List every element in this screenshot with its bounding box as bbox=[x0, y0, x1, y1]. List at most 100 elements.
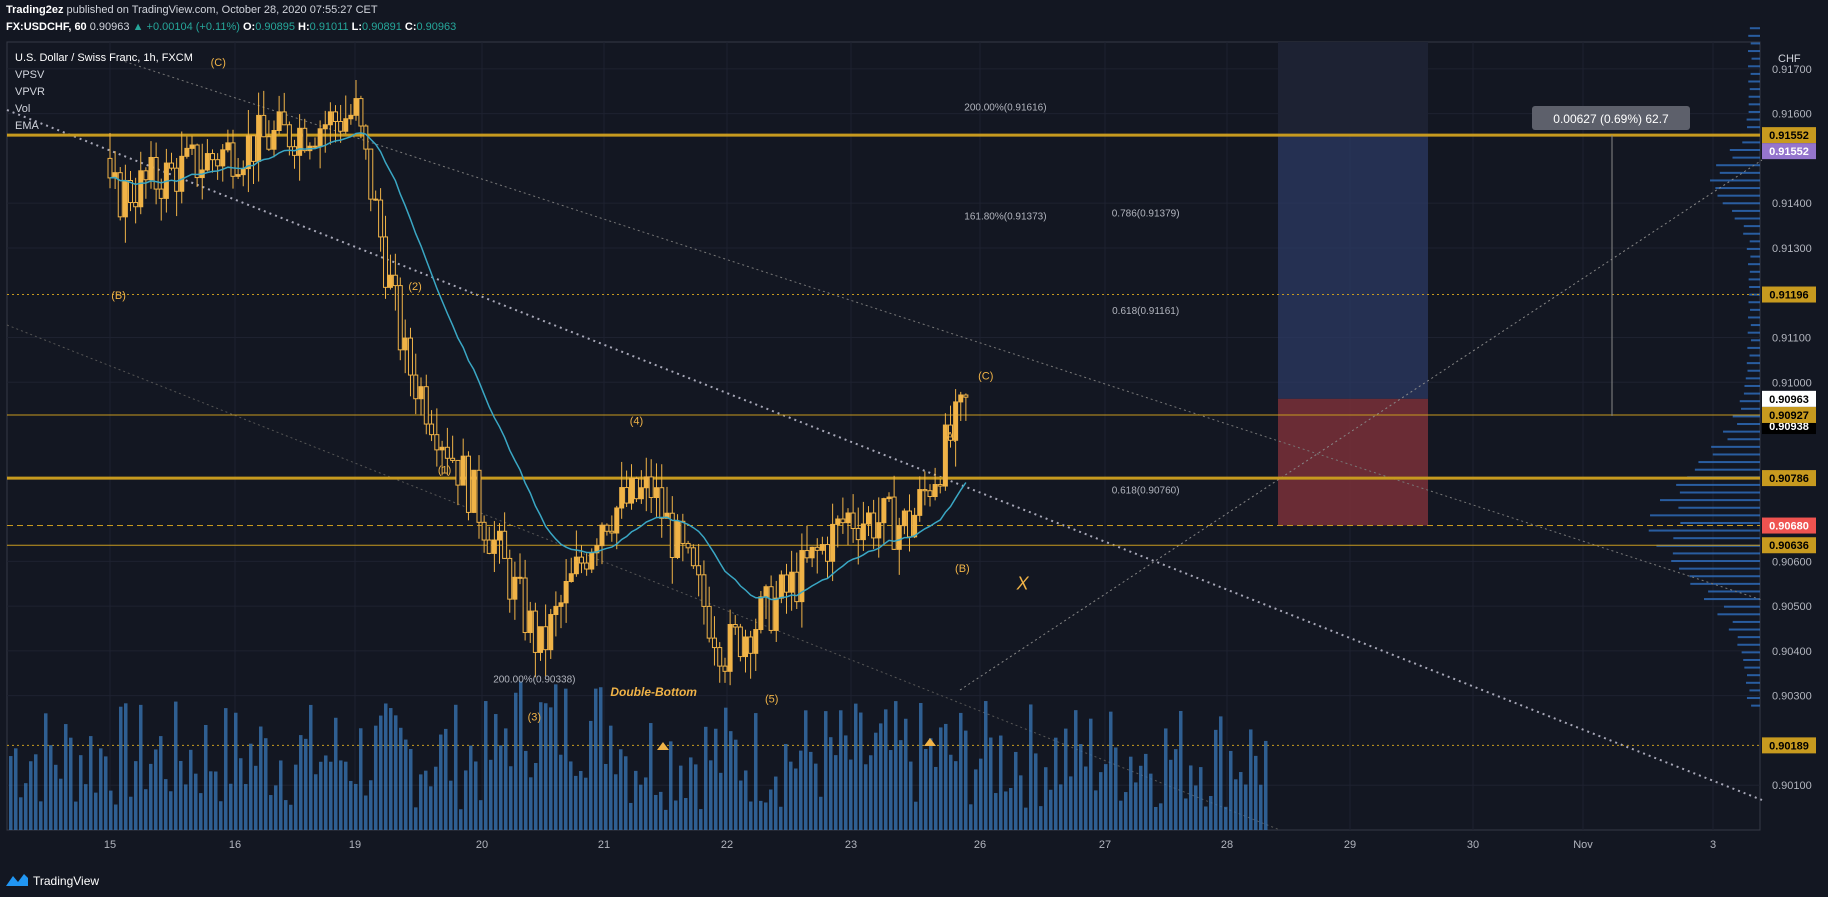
volume-profile-bar bbox=[1711, 445, 1760, 448]
volume-bar bbox=[989, 737, 993, 830]
volume-bar bbox=[314, 774, 318, 830]
x-tick-label: 22 bbox=[721, 839, 733, 851]
indicator-ema[interactable]: EMA bbox=[15, 120, 39, 132]
indicator-vol[interactable]: Vol bbox=[15, 103, 31, 115]
volume-profile-bar bbox=[1728, 628, 1760, 631]
candle-body bbox=[953, 401, 959, 441]
volume-bar bbox=[919, 702, 923, 830]
author-name[interactable]: Trading2ez bbox=[6, 4, 64, 16]
ema-line bbox=[109, 132, 967, 601]
candle-body bbox=[886, 496, 892, 500]
volume-bar bbox=[859, 712, 863, 830]
candle-body bbox=[107, 157, 113, 179]
candle-body bbox=[174, 167, 180, 192]
volume-bar bbox=[1109, 711, 1113, 830]
stop-zone bbox=[1278, 398, 1428, 526]
volume-bar bbox=[1224, 806, 1228, 830]
candle-body bbox=[194, 144, 200, 179]
candle-body bbox=[220, 149, 226, 167]
volume-bar bbox=[1249, 729, 1253, 830]
volume-bar bbox=[814, 763, 818, 830]
volume-bar bbox=[619, 749, 623, 830]
candle-body bbox=[594, 545, 600, 554]
candle-body bbox=[413, 374, 419, 400]
volume-bar bbox=[14, 748, 18, 830]
volume-bar bbox=[139, 704, 143, 830]
volume-bar bbox=[604, 763, 608, 830]
x-tick-label: 20 bbox=[476, 839, 488, 851]
price-badge-label: 0.91552 bbox=[1769, 130, 1809, 142]
y-tick-label: 0.90600 bbox=[1772, 556, 1812, 568]
annotation-label: 0.786(0.91379) bbox=[1112, 209, 1180, 220]
volume-bar bbox=[664, 809, 668, 830]
volume-profile-bar bbox=[1710, 179, 1760, 182]
tradingview-brand[interactable]: TradingView bbox=[6, 872, 99, 889]
trendline-rising bbox=[959, 159, 1763, 691]
annotation-label: 161.80%(0.91373) bbox=[964, 211, 1046, 222]
volume-profile-bar bbox=[1750, 255, 1760, 258]
volume-bar bbox=[554, 684, 558, 830]
volume-bar bbox=[984, 701, 988, 830]
x-tick-label: 19 bbox=[349, 839, 361, 851]
x-tick-label: 3 bbox=[1710, 839, 1716, 851]
candle-body bbox=[825, 544, 830, 562]
triangle-marker-icon bbox=[924, 738, 936, 746]
volume-bar bbox=[419, 774, 423, 830]
volume-bar bbox=[1074, 710, 1078, 830]
volume-profile-bar bbox=[1747, 331, 1760, 334]
candle-body bbox=[722, 665, 728, 672]
candle-body bbox=[317, 128, 323, 147]
volume-profile-bar bbox=[1732, 415, 1760, 418]
indicator-vpsv[interactable]: VPSV bbox=[15, 69, 45, 81]
candle-body bbox=[584, 562, 590, 570]
volume-bar bbox=[779, 806, 783, 830]
volume-bar bbox=[1044, 767, 1048, 830]
candle-body bbox=[281, 111, 287, 126]
candle-body bbox=[148, 156, 154, 181]
indicator-vpvr[interactable]: VPVR bbox=[15, 86, 45, 98]
candle-body bbox=[122, 180, 128, 218]
volume-bar bbox=[34, 754, 38, 830]
volume-profile-bar bbox=[1732, 156, 1760, 159]
annotation-label: 200.00%(0.90338) bbox=[493, 675, 575, 686]
annotation-label: X bbox=[1016, 574, 1030, 594]
volume-bar bbox=[1089, 718, 1093, 830]
candle-body bbox=[624, 487, 630, 504]
volume-bar bbox=[64, 724, 68, 830]
candle-body bbox=[669, 512, 675, 558]
volume-bar bbox=[264, 738, 268, 830]
volume-profile-bar bbox=[1746, 674, 1760, 677]
candle-body bbox=[439, 446, 445, 451]
candle-body bbox=[538, 626, 543, 653]
y-tick-label: 0.91100 bbox=[1772, 333, 1811, 345]
volume-bar bbox=[884, 709, 888, 830]
volume-bar bbox=[529, 777, 533, 830]
volume-bar bbox=[789, 761, 793, 830]
volume-bar bbox=[1004, 791, 1008, 830]
volume-bar bbox=[84, 784, 88, 830]
volume-bar bbox=[1204, 806, 1208, 830]
volume-profile-bar bbox=[1708, 590, 1760, 593]
volume-bar bbox=[539, 702, 543, 830]
volume-bar bbox=[369, 780, 373, 830]
candle-body bbox=[373, 198, 379, 201]
up-arrow-icon: ▲ bbox=[132, 21, 144, 33]
candle-body bbox=[809, 546, 815, 559]
volume-bar bbox=[574, 775, 578, 830]
volume-bar bbox=[1059, 784, 1063, 830]
volume-bar bbox=[144, 789, 148, 830]
volume-profile-bar bbox=[1748, 65, 1760, 68]
candle-body bbox=[333, 111, 338, 122]
wave-label: (B) bbox=[955, 563, 970, 575]
volume-bar bbox=[449, 780, 453, 830]
candle-body bbox=[948, 424, 953, 441]
wave-label: (3) bbox=[528, 711, 541, 723]
volume-bar bbox=[214, 771, 218, 830]
candle-body bbox=[830, 523, 836, 562]
candle-body bbox=[450, 457, 456, 461]
candle-body bbox=[819, 544, 825, 551]
candle-body bbox=[743, 636, 748, 658]
volume-bar bbox=[364, 795, 368, 830]
volume-bar bbox=[429, 786, 433, 830]
